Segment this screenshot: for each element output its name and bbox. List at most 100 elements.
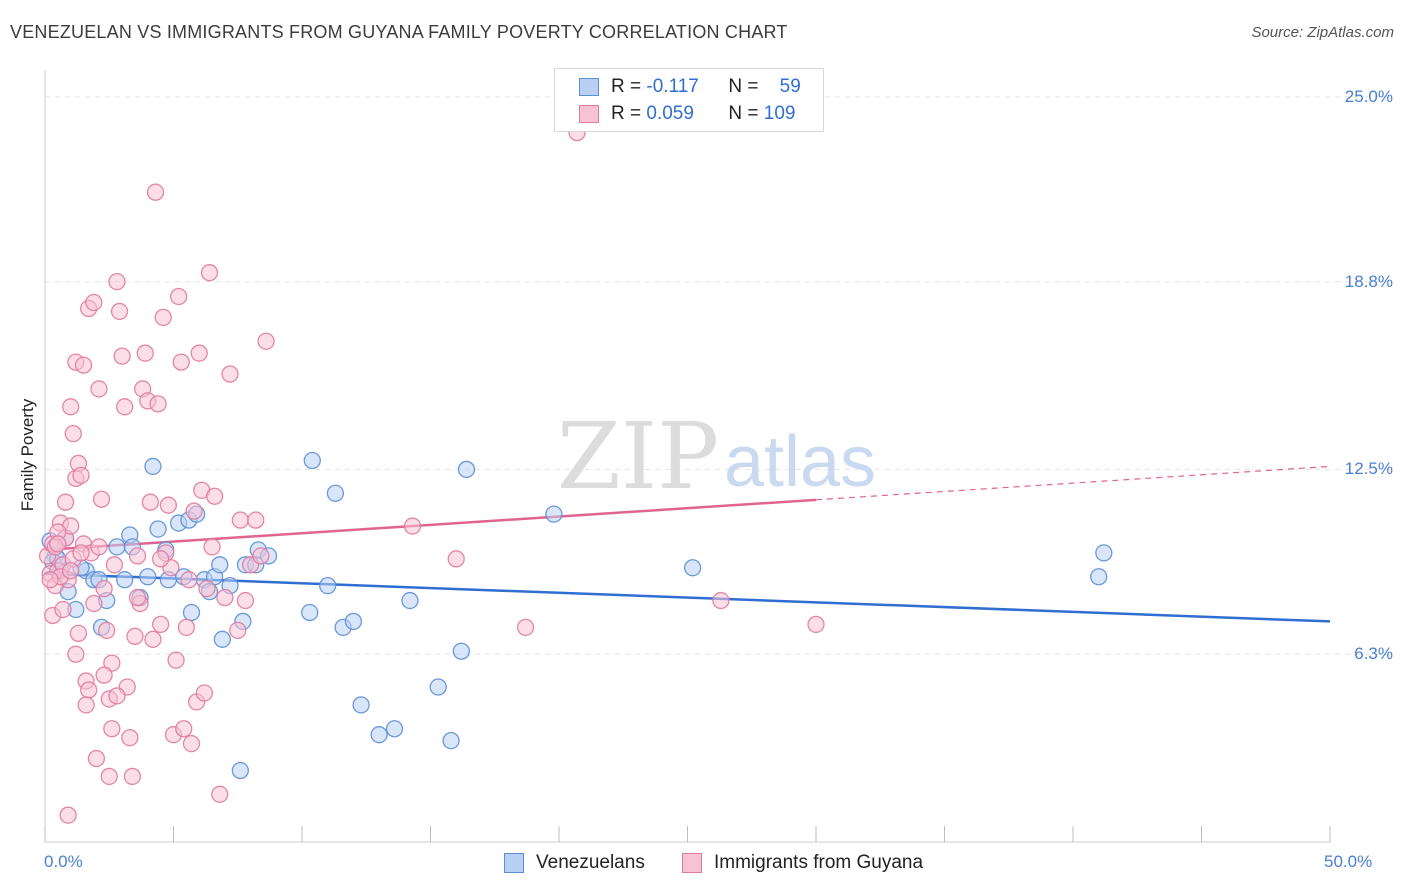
point-guyana — [103, 720, 121, 738]
point-guyana — [77, 696, 95, 714]
source-label: Source: ZipAtlas.com — [1251, 24, 1394, 41]
trend-lines — [44, 465, 1331, 623]
point-guyana — [110, 302, 129, 321]
point-guyana — [403, 517, 422, 535]
point-guyana — [807, 615, 825, 634]
trend-line-guyana — [44, 498, 817, 552]
point-guyana — [231, 511, 249, 529]
point-venezuelans — [301, 603, 319, 622]
legend-swatch-pink — [579, 105, 599, 123]
point-guyana — [221, 365, 239, 383]
chart-title: VENEZUELAN VS IMMIGRANTS FROM GUYANA FAM… — [10, 22, 788, 42]
point-venezuelans — [211, 556, 229, 574]
point-guyana — [105, 556, 124, 574]
point-guyana — [126, 627, 144, 645]
trend-line-venezuelans — [44, 572, 1331, 623]
legend-n-label: N = — [728, 76, 759, 97]
point-venezuelans — [326, 484, 345, 502]
point-venezuelans — [319, 577, 337, 595]
point-venezuelans — [149, 520, 167, 538]
point-venezuelans — [429, 678, 447, 696]
legend-r-value: -0.117 — [646, 76, 699, 97]
legend-item-venezuelans: Venezuelans — [504, 852, 645, 874]
point-guyana — [98, 621, 116, 640]
point-guyana — [177, 618, 196, 637]
point-guyana — [216, 588, 234, 607]
point-guyana — [190, 344, 208, 362]
legend-r-value: 0.059 — [646, 103, 694, 124]
point-venezuelans — [352, 696, 370, 714]
point-guyana — [182, 734, 201, 753]
legend-n-label: N = — [728, 103, 759, 124]
point-venezuelans — [1090, 568, 1108, 586]
gridlines — [45, 96, 1392, 655]
point-guyana — [257, 332, 275, 350]
legend-n-value: 109 — [763, 103, 796, 124]
point-guyana — [95, 666, 113, 684]
point-guyana — [54, 600, 72, 619]
legend-row-venezuelans: R = -0.117 N = 59 — [579, 76, 801, 98]
point-guyana — [116, 398, 134, 416]
point-guyana — [103, 654, 121, 672]
point-venezuelans — [116, 571, 134, 589]
x-tick-label-min: 0.0% — [44, 852, 83, 871]
legend-swatch-blue — [504, 853, 524, 873]
point-guyana — [74, 356, 93, 374]
point-guyana — [62, 562, 80, 580]
point-guyana — [198, 579, 216, 598]
point-guyana — [169, 287, 188, 306]
point-guyana — [195, 684, 213, 702]
point-venezuelans — [452, 642, 470, 660]
point-guyana — [49, 535, 67, 553]
point-guyana — [72, 544, 90, 562]
legend-label-guyana: Immigrants from Guyana — [714, 852, 924, 873]
point-venezuelans — [401, 591, 419, 610]
point-guyana — [80, 681, 98, 699]
legend-swatch-pink — [682, 853, 702, 873]
point-venezuelans — [213, 630, 231, 648]
point-guyana — [72, 466, 90, 485]
watermark-atlas: atlas — [724, 422, 876, 502]
point-venezuelans — [1095, 544, 1113, 562]
correlation-legend: R = -0.117 N = 59 R = 0.059 N = 109 — [554, 68, 824, 132]
axes — [44, 70, 1331, 843]
point-guyana — [100, 767, 118, 786]
point-venezuelans — [108, 538, 126, 556]
data-points — [38, 123, 1113, 824]
legend-swatch-blue — [579, 78, 599, 96]
point-venezuelans — [457, 460, 476, 479]
point-venezuelans — [344, 612, 363, 631]
point-guyana — [87, 749, 106, 768]
point-guyana — [516, 618, 535, 637]
point-venezuelans — [442, 732, 460, 750]
point-venezuelans — [231, 761, 249, 780]
point-guyana — [236, 591, 255, 610]
y-tick-label: 18.8% — [1344, 271, 1393, 291]
point-guyana — [128, 547, 147, 565]
point-guyana — [121, 729, 139, 747]
point-guyana — [41, 571, 59, 589]
legend-row-guyana: R = 0.059 N = 109 — [579, 103, 795, 125]
series-legend: Venezuelans Immigrants from Guyana — [0, 852, 1406, 878]
point-venezuelans — [683, 559, 702, 577]
point-guyana — [95, 579, 113, 598]
point-guyana — [62, 398, 80, 416]
point-guyana — [247, 511, 265, 529]
point-guyana — [90, 538, 108, 556]
point-guyana — [159, 496, 178, 514]
point-guyana — [203, 538, 221, 556]
point-guyana — [64, 424, 82, 443]
point-venezuelans — [303, 451, 321, 470]
point-venezuelans — [182, 603, 201, 622]
point-guyana — [67, 645, 85, 663]
point-guyana — [172, 353, 190, 371]
point-guyana — [154, 308, 172, 327]
point-venezuelans — [144, 457, 162, 476]
point-guyana — [229, 621, 247, 640]
point-guyana — [252, 547, 270, 565]
point-guyana — [85, 293, 103, 312]
legend-r-label: R = — [611, 76, 642, 97]
point-guyana — [108, 687, 126, 705]
point-guyana — [447, 550, 465, 568]
